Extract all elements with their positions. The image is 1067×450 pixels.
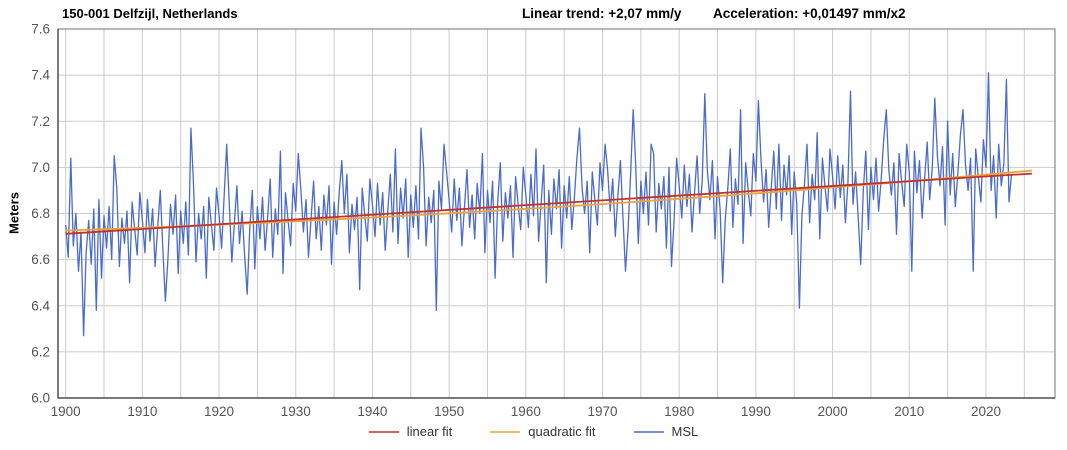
legend-label: MSL [671, 424, 699, 439]
y-tick-label: 6.6 [31, 252, 50, 267]
legend-label: quadratic fit [528, 424, 596, 439]
y-tick-label: 6.0 [31, 391, 50, 406]
msl-series-line [65, 72, 1013, 337]
x-tick-label: 1950 [434, 404, 464, 419]
y-tick-label: 7.0 [31, 160, 50, 175]
linear-trend-annotation: Linear trend: +2,07 mm/y [522, 6, 682, 21]
chart-title: 150-001 Delfzijl, Netherlands [62, 6, 238, 21]
x-tick-label: 1990 [741, 404, 771, 419]
linear-fit-line [65, 172, 1033, 235]
legend-item-quadratic-fit[interactable]: quadratic fit [490, 424, 596, 439]
x-tick-label: 2020 [971, 404, 1001, 419]
linear-fit-line-icon [368, 430, 399, 433]
x-tick-label: 1970 [587, 404, 617, 419]
legend-label: linear fit [406, 424, 453, 439]
x-tick-label: 2000 [818, 404, 848, 419]
legend-item-msl[interactable]: MSL [633, 424, 699, 439]
x-tick-label: 1960 [511, 404, 541, 419]
x-tick-label: 2010 [894, 404, 924, 419]
x-tick-label: 1980 [664, 404, 694, 419]
x-tick-label: 1920 [204, 404, 234, 419]
acceleration-annotation: Acceleration: +0,01497 mm/x2 [713, 6, 906, 21]
y-axis-title: Meters [6, 192, 22, 234]
quadratic-fit-line-icon [490, 430, 521, 433]
x-tick-label: 1930 [281, 404, 311, 419]
y-tick-label: 7.2 [31, 114, 50, 129]
y-tick-label: 6.2 [31, 344, 50, 359]
msl-line-icon [633, 430, 664, 433]
x-tick-label: 1910 [127, 404, 157, 419]
legend-item-linear-fit[interactable]: linear fit [368, 424, 453, 439]
y-tick-label: 6.8 [31, 206, 50, 221]
y-tick-label: 7.6 [31, 22, 50, 37]
chart-legend: linear fit quadratic fit MSL [0, 424, 1067, 439]
x-tick-label: 1900 [51, 404, 81, 419]
y-tick-label: 7.4 [31, 68, 50, 83]
y-tick-label: 6.4 [31, 298, 50, 313]
x-tick-label: 1940 [357, 404, 387, 419]
